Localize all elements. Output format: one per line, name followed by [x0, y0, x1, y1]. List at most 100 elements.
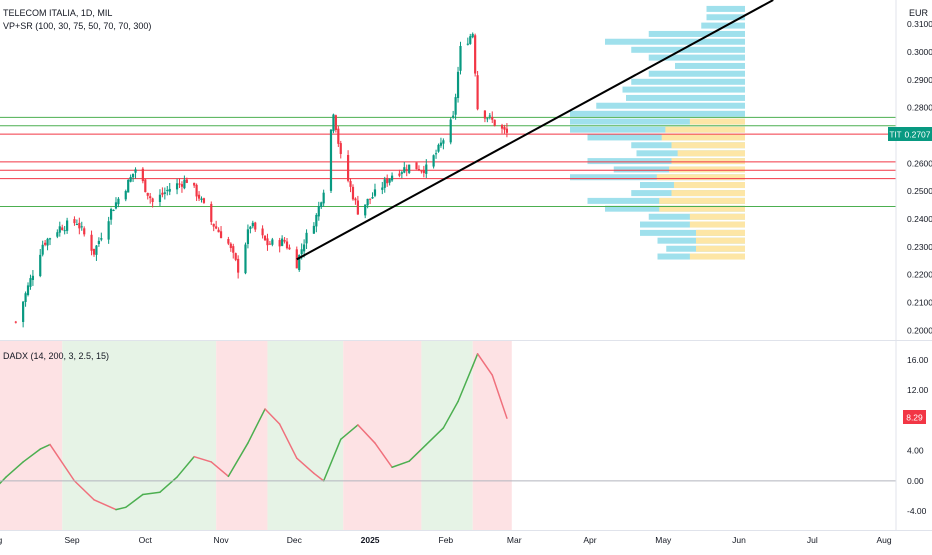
value-area-bar [659, 205, 745, 212]
candle-up [442, 140, 445, 144]
volume-profile-bar [596, 102, 745, 109]
price-candles [14, 32, 509, 328]
oscillator-value-box [903, 410, 926, 424]
value-area-bar [671, 158, 745, 165]
price-badge-box [903, 127, 932, 141]
candle-down [368, 198, 372, 200]
candle-up [456, 71, 460, 98]
candle-up [371, 197, 374, 199]
candle-down [398, 173, 401, 176]
candle-down [483, 110, 487, 119]
value-area-bar [677, 150, 745, 157]
candle-up [449, 119, 452, 143]
candle-down [337, 128, 340, 144]
ticker-badge[interactable]: TIT 0.2707 [888, 127, 932, 141]
candle-up [320, 202, 323, 208]
price-tick-label: 0.3000 [907, 47, 932, 57]
candle-up [22, 301, 25, 322]
volume-profile-legend[interactable]: VP+SR (100, 30, 75, 50, 70, 70, 300) [3, 21, 152, 31]
volume-profile [570, 5, 745, 260]
candle-down [61, 227, 64, 231]
candle-up [31, 275, 35, 280]
regime-band-bullish [62, 341, 217, 530]
candle-down [349, 181, 352, 187]
oscillator-segment-rising [425, 427, 445, 446]
time-tick-label: Apr [583, 535, 596, 545]
oscillator-segment-rising [457, 365, 474, 403]
price-tick-label: 0.2400 [907, 214, 932, 224]
oscillator-tick-label: -4.00 [907, 506, 927, 516]
oscillator-segment-rising [5, 461, 24, 478]
candle-up [281, 238, 284, 246]
candle-up [300, 249, 303, 255]
candle-up [315, 214, 318, 227]
candle-down [339, 143, 342, 154]
candle-up [488, 115, 491, 117]
candle-up [97, 240, 100, 245]
oscillator-segment-rising [227, 442, 249, 478]
oscillator-tick-label: 16.00 [907, 355, 929, 365]
candle-down [146, 192, 149, 196]
candle-up [107, 221, 110, 240]
candle-up [381, 187, 384, 190]
oscillator-segment-falling [313, 472, 325, 482]
value-area-bar [689, 118, 745, 125]
candle-down [268, 243, 272, 245]
candle-down [334, 115, 337, 130]
regime-band-bearish [0, 341, 63, 530]
time-tick-label: Jun [732, 535, 746, 545]
oscillator-value-badge[interactable]: 8.29 [903, 410, 926, 424]
oscillator-segment-falling [193, 455, 213, 463]
candle-up [131, 173, 135, 178]
candle-down [261, 228, 264, 236]
candle-up [373, 189, 377, 196]
symbol-title[interactable]: TELECOM ITALIA, 1D, MIL [3, 8, 113, 18]
candle-up [332, 114, 335, 132]
candle-up [58, 226, 61, 233]
candle-down [474, 35, 477, 74]
candle-down [144, 179, 147, 193]
candle-down [178, 183, 181, 185]
candle-up [244, 244, 247, 274]
trendline[interactable] [296, 0, 774, 261]
volume-profile-bar [587, 158, 745, 165]
time-tick-label: Nov [213, 535, 229, 545]
candle-up [390, 175, 394, 181]
candle-up [39, 254, 42, 277]
value-area-bar [661, 134, 745, 141]
candle-down [195, 184, 198, 197]
volume-profile-bar [640, 229, 745, 236]
volume-profile-bar [570, 118, 745, 125]
candle-down [193, 182, 196, 186]
oscillator-legend[interactable]: DADX (14, 200, 3, 2.5, 15) [3, 351, 110, 361]
candle-down [197, 194, 201, 199]
candle-up [249, 226, 252, 229]
candle-down [415, 162, 418, 170]
value-area-bar [689, 221, 745, 228]
candle-down [73, 219, 76, 224]
oscillator-segment-rising [159, 476, 178, 493]
candle-up [439, 142, 443, 146]
price-tick-label: 0.2900 [907, 75, 932, 85]
candle-up [459, 45, 462, 71]
candle-up [100, 238, 103, 240]
candle-up [437, 144, 440, 152]
candle-down [227, 239, 230, 244]
oscillator-segment-rising [0, 476, 7, 485]
candle-up [486, 118, 489, 120]
candle-up [158, 194, 162, 203]
candle-up [425, 164, 428, 174]
candle-down [92, 248, 96, 255]
oscillator-tick-label: 12.00 [907, 385, 929, 395]
price-tick-label: 0.2600 [907, 158, 932, 168]
trendline-line[interactable] [296, 0, 774, 261]
candle-up [200, 198, 203, 200]
oscillator-segment-rising [39, 443, 51, 450]
value-area-bar [656, 174, 745, 181]
candle-up [29, 278, 32, 287]
candle-up [383, 179, 386, 188]
candle-up [63, 230, 66, 232]
regime-band-bearish [216, 341, 268, 530]
